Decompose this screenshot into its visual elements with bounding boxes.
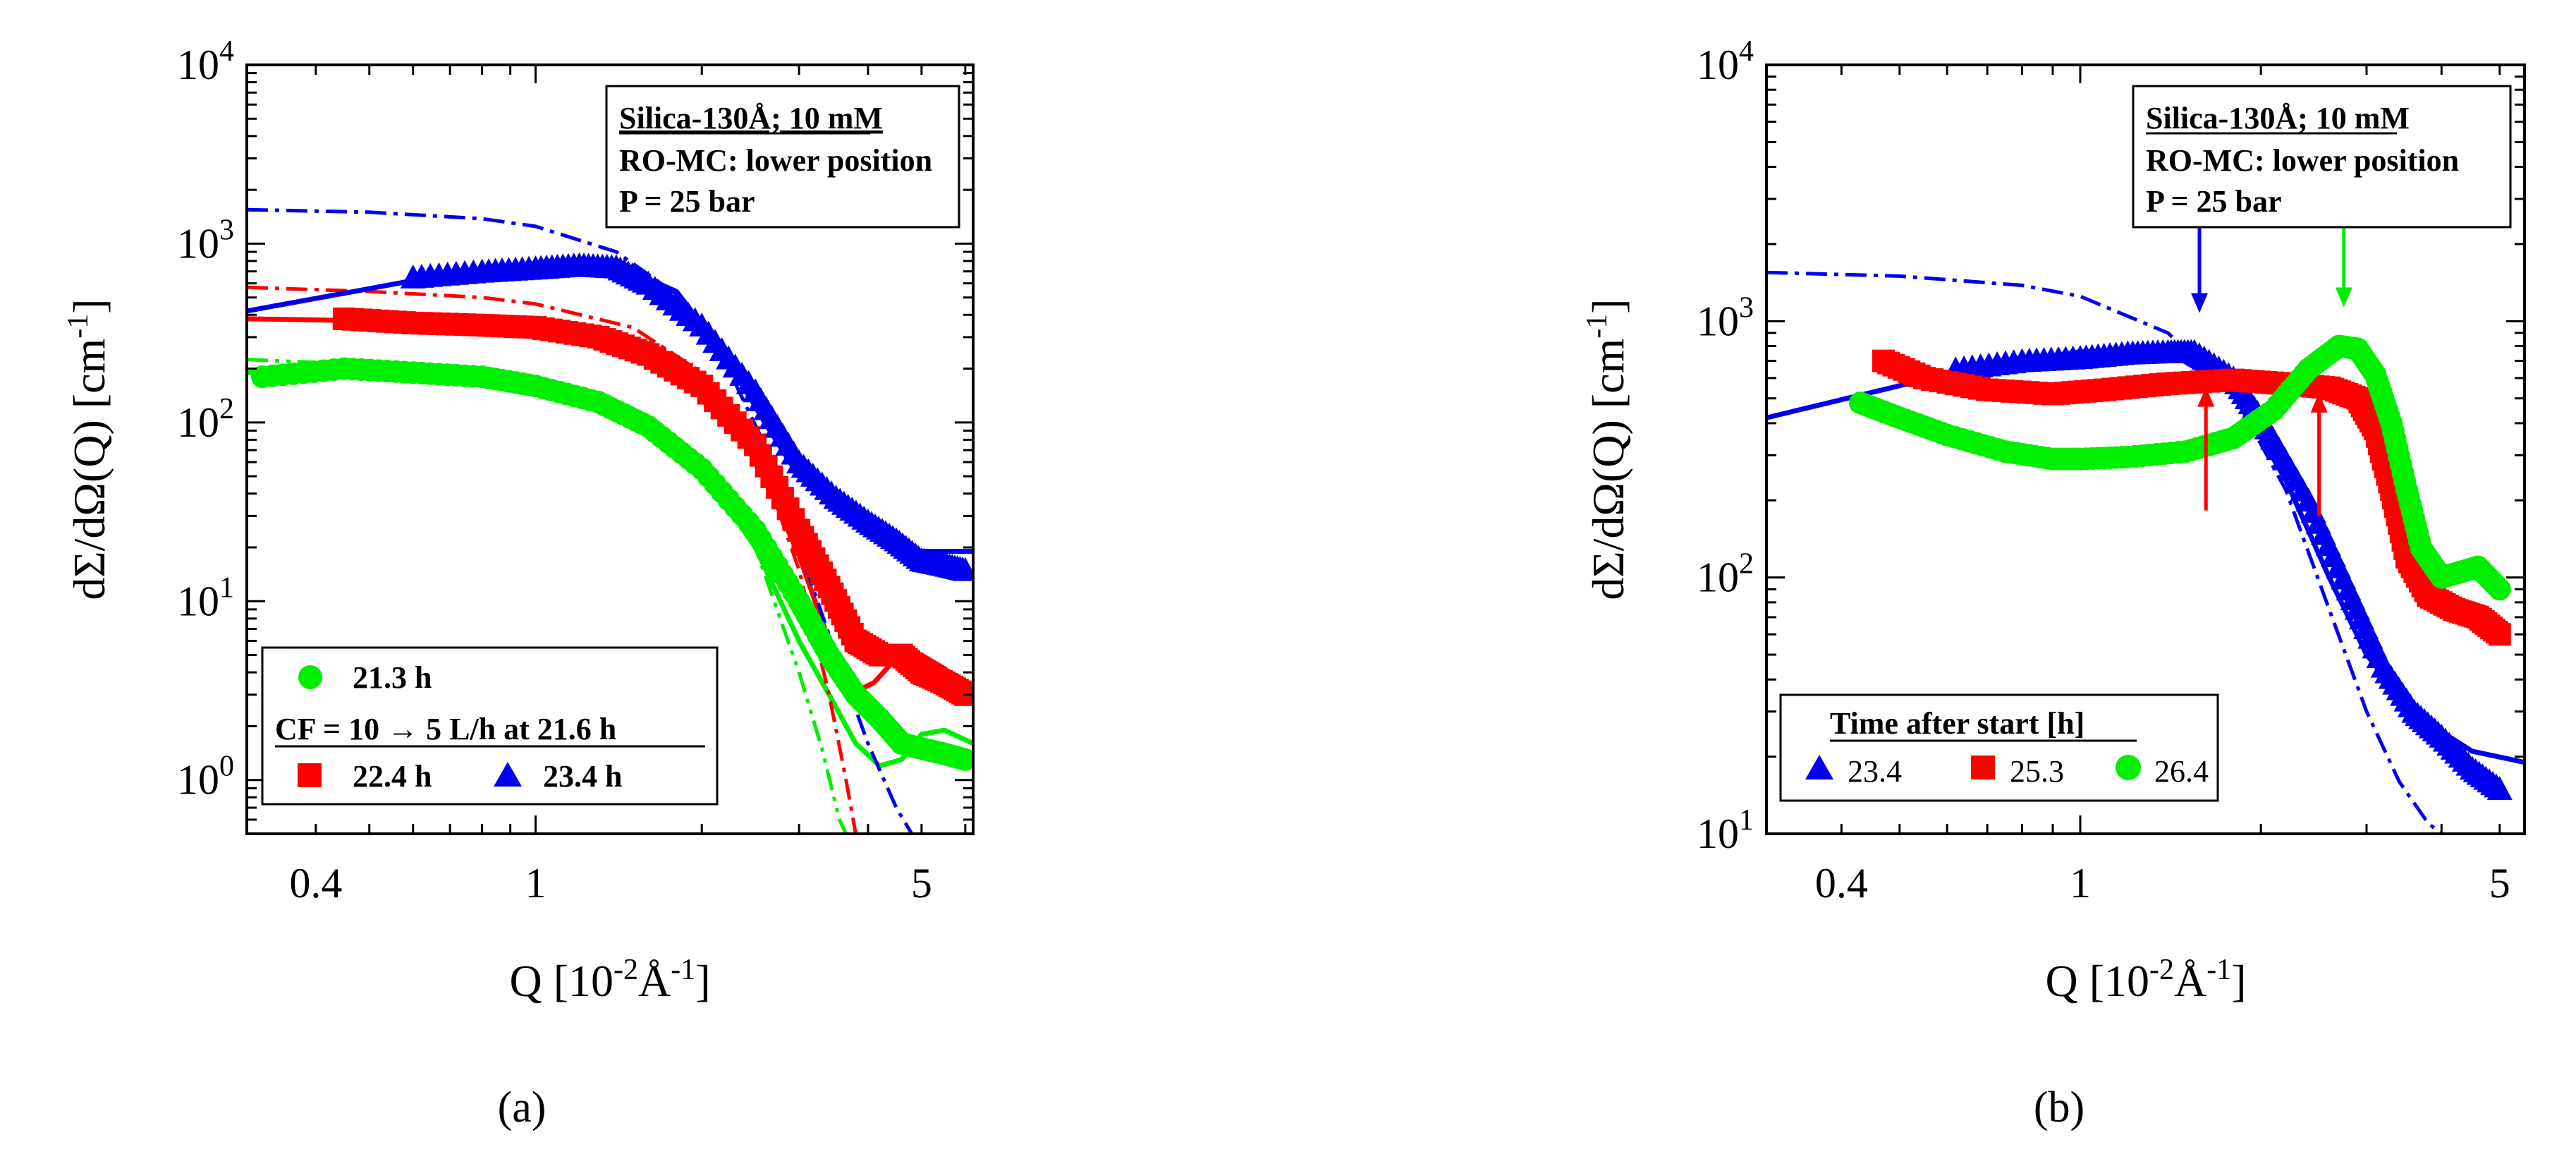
fit-b-23.4-dash xyxy=(1766,270,2443,834)
ticks-a: 0.4 1 5 100 101 102 103 104 xyxy=(177,35,973,906)
y-tick-label: 102 xyxy=(1697,548,1754,601)
peak-arrow xyxy=(2191,221,2209,313)
panel-label-a: (a) xyxy=(498,1084,547,1131)
legend-heading-a: CF = 10 → 5 L/h at 21.6 h xyxy=(275,712,616,746)
x-axis-label-b: Q [10-2Å-1] xyxy=(2045,954,2246,1006)
y-tick-label: 103 xyxy=(1697,291,1754,344)
x-axis-label-a: Q [10-2Å-1] xyxy=(509,954,710,1006)
info-box-b: Silica-130Å; 10 mM RO-MC: lower position… xyxy=(2132,85,2512,229)
x-tick-label: 1 xyxy=(525,860,546,906)
legend-label-23.4: 23.4 xyxy=(1848,754,1902,789)
ticks-b: 0.4 1 5 101 102 103 104 xyxy=(1697,35,2525,906)
info-line2-a: RO-MC: lower position xyxy=(619,143,932,178)
plot-frame-b xyxy=(1765,63,2526,835)
info-line3-b: P = 25 bar xyxy=(2146,184,2282,219)
legend-a: 21.3 h CF = 10 → 5 L/h at 21.6 h 22.4 h … xyxy=(261,646,719,806)
info-box-a: Silica-130Å; 10 mM RO-MC: lower position… xyxy=(605,85,960,229)
series-23.4 h xyxy=(400,252,973,581)
y-tick-label: 103 xyxy=(177,214,234,267)
peak-arrow xyxy=(2335,215,2352,308)
y-axis-label-a: dΣ/dΩ(Q) [cm-1] xyxy=(62,298,114,600)
legend-label-21.3h: 21.3 h xyxy=(353,660,432,695)
y-tick-label: 102 xyxy=(177,393,234,446)
peak-arrow xyxy=(2197,387,2215,511)
y-tick-label: 104 xyxy=(1697,35,1754,88)
legend-marker-23.4h xyxy=(494,762,522,787)
panel-label-b: (b) xyxy=(2034,1084,2084,1131)
series-25.3 xyxy=(1872,349,2511,646)
x-tick-label: 5 xyxy=(2489,860,2510,906)
y-tick-label: 101 xyxy=(177,571,234,624)
legend-marker-21.3h xyxy=(298,665,322,689)
x-tick-label: 5 xyxy=(911,860,932,906)
data-point xyxy=(952,557,973,581)
peak-arrow xyxy=(2310,392,2328,516)
y-axis-label-b: dΣ/dΩ(Q) [cm-1] xyxy=(1581,298,1633,600)
legend-marker-22.4h xyxy=(298,763,322,787)
info-title-a: Silica-130Å; 10 mM xyxy=(619,101,883,135)
data-series-b xyxy=(1849,334,2513,801)
data-point xyxy=(953,748,973,771)
info-line2-b: RO-MC: lower position xyxy=(2146,143,2459,178)
legend-heading-b: Time after start [h] xyxy=(1830,706,2084,741)
series-22.4 h xyxy=(332,307,973,706)
data-point xyxy=(2488,623,2511,646)
info-title-b: Silica-130Å; 10 mM xyxy=(2146,101,2410,135)
fit-21.3-dash xyxy=(247,358,848,834)
fit-22.4-dash xyxy=(247,285,857,834)
legend-marker-25.3 xyxy=(1971,756,1995,779)
series-21.3 h xyxy=(250,357,973,771)
legend-marker-26.4 xyxy=(2116,755,2141,780)
x-tick-label: 1 xyxy=(2070,860,2091,906)
legend-label-25.3: 25.3 xyxy=(2010,754,2064,789)
panel-a: 0.4 1 5 100 101 102 103 104 dΣ/dΩ(Q) [cm-1] Q [… xyxy=(62,35,975,1131)
legend-label-22.4h: 22.4 h xyxy=(353,759,432,794)
series-26.4 xyxy=(1849,334,2511,601)
plot-frame-a xyxy=(245,63,975,835)
y-tick-label: 104 xyxy=(177,35,234,88)
arrows-b xyxy=(2191,215,2352,516)
legend-b: Time after start [h] 23.4 25.3 26.4 xyxy=(1779,693,2219,802)
legend-label-23.4h: 23.4 h xyxy=(543,759,622,794)
y-tick-label: 100 xyxy=(177,751,234,803)
panel-b: 0.4 1 5 101 102 103 104 dΣ/dΩ(Q) [cm-1] Q [10-… xyxy=(1581,35,2526,1131)
y-tick-label: 101 xyxy=(1697,804,1754,857)
x-tick-label: 0.4 xyxy=(1815,860,1868,906)
data-point xyxy=(2486,776,2513,801)
x-tick-label: 0.4 xyxy=(289,860,342,906)
data-point xyxy=(2488,578,2511,601)
info-line3-a: P = 25 bar xyxy=(619,184,755,219)
data-series-a xyxy=(250,252,973,771)
legend-marker-23.4 xyxy=(1805,755,1833,779)
legend-label-26.4: 26.4 xyxy=(2154,754,2209,789)
